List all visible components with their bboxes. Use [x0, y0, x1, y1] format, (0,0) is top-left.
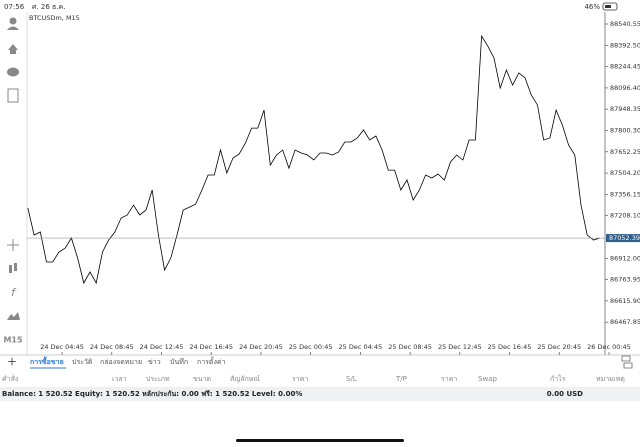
left-toolbar: f M15 [3, 17, 23, 345]
y-tick-label: 87356.15 [610, 190, 640, 198]
battery-level [605, 5, 611, 8]
status-battery: 46% [584, 3, 600, 11]
timeframe-button[interactable]: M15 [3, 336, 23, 345]
tab[interactable]: ประวัติ [72, 358, 93, 366]
x-tick-label: 24 Dec 12:45 [140, 343, 184, 351]
chart-symbol: BTCUSDm, M15 [29, 14, 80, 22]
y-tick-label: 86763.95 [610, 276, 640, 284]
y-tick-label: 88244.45 [610, 63, 640, 71]
battery-icon [602, 2, 618, 11]
price-line [27, 34, 600, 285]
column-header: ราคา [441, 375, 457, 383]
x-tick-label: 24 Dec 20:45 [239, 343, 283, 351]
column-header: กำไร [550, 374, 566, 383]
column-header: ประเภท [146, 375, 170, 383]
tab[interactable]: กล่องจดหมาย [100, 358, 142, 366]
y-tick-label: 86912.00 [610, 254, 640, 262]
candles-icon-b [14, 263, 17, 271]
balance-profit: 0.00 USD [547, 390, 583, 398]
trade-icon[interactable] [8, 44, 18, 54]
x-tick-label: 24 Dec 04:45 [40, 343, 84, 351]
column-header: Swap [478, 375, 497, 383]
chat-icon[interactable] [7, 67, 19, 77]
y-tick-label: 87800.30 [610, 126, 640, 134]
column-header: หมายเหตุ [596, 375, 625, 383]
y-tick-label: 87948.35 [610, 105, 640, 113]
balance-summary: Balance: 1 520.52 Equity: 1 520.52 หลักป… [2, 390, 302, 398]
column-header: S/L [346, 375, 357, 383]
column-header: ขนาด [193, 375, 211, 383]
x-tick-label: 25 Dec 20:45 [537, 343, 581, 351]
objects-icon[interactable] [7, 312, 20, 320]
candles-icon[interactable] [9, 265, 12, 273]
x-tick-label: 25 Dec 00:45 [289, 343, 333, 351]
balance-bg [0, 387, 640, 401]
profile-icon-body [7, 26, 19, 30]
layout-icon[interactable] [621, 355, 633, 369]
x-tick-label: 24 Dec 16:45 [189, 343, 233, 351]
x-tick-label: 25 Dec 12:45 [438, 343, 482, 351]
column-header: สัญลักษณ์ [230, 375, 260, 383]
add-button[interactable]: + [7, 355, 17, 369]
tab[interactable]: การตั้งค่า [197, 355, 226, 366]
status-date: ศ. 26 ธ.ค. [32, 3, 65, 11]
x-tick-label: 26 Dec 00:45 [587, 343, 631, 351]
y-tick-label: 86467.85 [610, 318, 640, 326]
x-tick-label: 24 Dec 08:45 [90, 343, 134, 351]
crosshair-icon[interactable] [7, 239, 19, 251]
tab[interactable]: การซื้อขาย [30, 355, 64, 366]
home-indicator [236, 439, 404, 442]
y-tick-label: 87208.10 [610, 212, 640, 220]
column-header: ราคา [292, 375, 308, 383]
status-time: 07:56 [4, 3, 25, 11]
column-header: คำสั่ง [2, 374, 18, 383]
new-order-icon[interactable] [7, 88, 19, 103]
indicator-icon[interactable]: f [11, 286, 17, 299]
y-tick-label: 87504.20 [610, 169, 640, 177]
x-tick-label: 25 Dec 16:45 [488, 343, 532, 351]
tab[interactable]: บันทึก [170, 357, 188, 366]
y-tick-label: 87652.25 [610, 148, 640, 156]
current-price-box [606, 234, 640, 243]
y-tick-label: 86615.90 [610, 297, 640, 305]
x-tick-label: 25 Dec 08:45 [388, 343, 432, 351]
profile-icon[interactable] [9, 17, 17, 25]
y-tick-label: 88540.55 [610, 20, 640, 28]
y-tick-label: 88096.40 [610, 84, 640, 92]
column-header: T/P [395, 375, 407, 383]
column-header: เวลา [112, 375, 127, 383]
tab[interactable]: ข่าว [148, 358, 161, 366]
y-tick-label: 88392.50 [610, 41, 640, 49]
current-price-label: 87052.39 [609, 234, 640, 242]
x-tick-label: 25 Dec 04:45 [339, 343, 383, 351]
